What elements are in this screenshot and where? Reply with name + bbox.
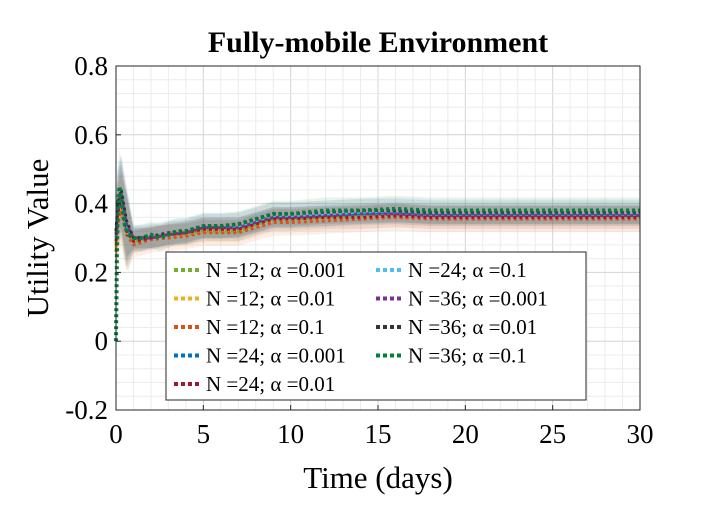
series-line: [114, 195, 640, 240]
x-tick-label: 0: [109, 419, 123, 449]
legend-label: N =36; α =0.1: [408, 344, 527, 368]
y-axis-label: Utility Value: [20, 159, 55, 318]
legend-label: N =36; α =0.001: [408, 287, 548, 311]
series-band: [116, 173, 640, 289]
x-tick-label: 20: [452, 419, 479, 449]
series-line: [114, 184, 640, 342]
series-band: [116, 149, 640, 379]
y-tick-label: 0.8: [74, 51, 108, 81]
legend-label: N =12; α =0.01: [206, 287, 335, 311]
series-band: [116, 164, 640, 278]
legend: N =12; α =0.001 N =12; α =0.01 N =12; α =0…: [165, 251, 587, 401]
series-line: [114, 198, 640, 243]
legend-label: N =24; α =0.1: [408, 258, 527, 282]
x-tick-label: 30: [627, 419, 654, 449]
series-band: [116, 171, 640, 285]
chart-title: Fully-mobile Environment: [208, 26, 548, 59]
x-tick-label: 15: [365, 419, 392, 449]
legend-label: N =24; α =0.001: [206, 344, 346, 368]
x-tick-label: 25: [539, 419, 566, 449]
x-tick-label: 10: [277, 419, 304, 449]
y-tick-label: 0: [95, 326, 109, 356]
series-line: [114, 209, 640, 252]
y-tick-label: 0.4: [74, 189, 108, 219]
x-tick-label: 5: [197, 419, 211, 449]
series-band: [116, 169, 640, 280]
x-axis-label: Time (days): [303, 460, 453, 495]
series-band: [116, 154, 640, 267]
y-tick-label: 0.6: [74, 120, 108, 150]
legend-label: N =36; α =0.01: [408, 315, 537, 339]
series-line: [114, 191, 640, 240]
legend-label: N =12; α =0.001: [206, 258, 346, 282]
y-tick-label: 0.2: [74, 257, 108, 287]
axis-ticks: 0 5 10 15 20 25 30-0.200.20.40.60.8: [65, 51, 653, 449]
series-lines: [114, 184, 640, 342]
y-tick-label: -0.2: [65, 395, 108, 425]
legend-label: N =24; α =0.01: [206, 372, 335, 396]
legend-label: N =12; α =0.1: [206, 315, 325, 339]
series-line: [114, 205, 640, 249]
